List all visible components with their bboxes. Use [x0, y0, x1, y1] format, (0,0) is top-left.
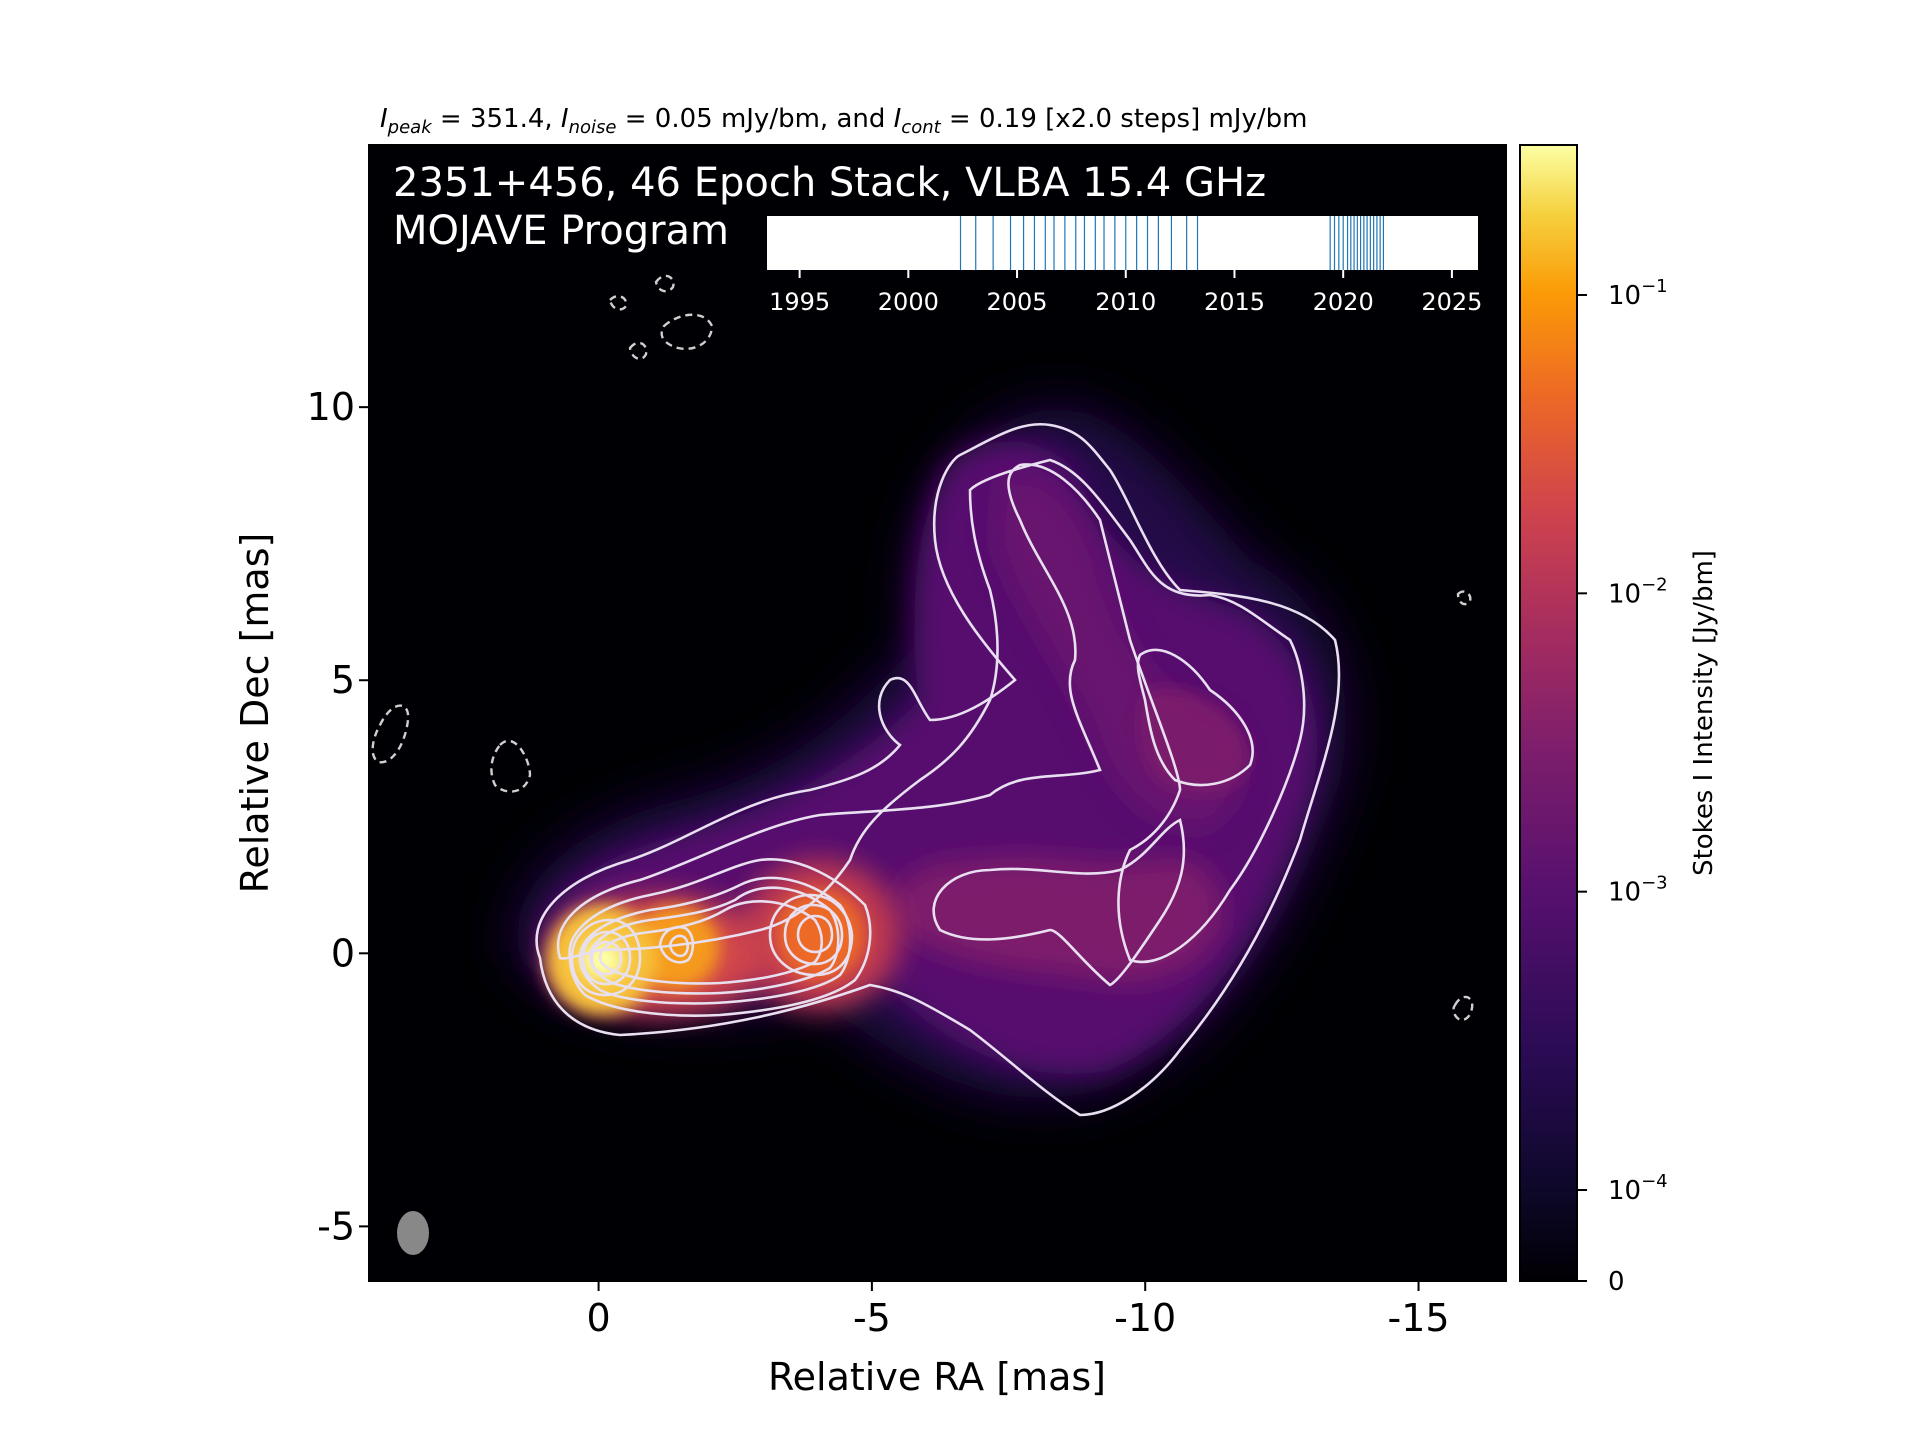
timeline-tick-label: 2025: [1421, 288, 1482, 316]
y-axis: -5 0 5 10: [307, 385, 369, 1248]
colorbar-tick-label: 10−1: [1608, 276, 1668, 311]
contour-level-5: [568, 858, 872, 1017]
neg-contour: [1452, 995, 1474, 1022]
contour-level-2: [556, 458, 1306, 964]
y-axis-label: Relative Dec [mas]: [233, 533, 277, 894]
contour-level-11: [796, 914, 834, 954]
contour-level-14: [570, 918, 642, 997]
neg-contour: [660, 313, 714, 351]
contour-level-6: [578, 876, 852, 1005]
contour-level-13: [668, 934, 690, 958]
y-tick-label: 5: [331, 658, 355, 702]
colorbar-label: Stokes I Intensity [Jy/bm]: [1689, 550, 1719, 876]
negative-contours: [371, 274, 1474, 1022]
y-tick-label: 10: [307, 385, 355, 429]
timeline-epochs: [959, 216, 1385, 270]
colorbar-gradient: [1519, 144, 1578, 1282]
plot-title: 2351+456, 46 Epoch Stack, VLBA 15.4 GHz: [393, 160, 1266, 206]
contour-level-15: [581, 930, 632, 986]
plot-frame: [368, 144, 1507, 1282]
contour-set: [535, 422, 1341, 1117]
contour-level-16: [590, 940, 623, 976]
colorbar: 10−1 10−2 10−3 10−4 0 Stokes I Intensity [Jy…: [1519, 144, 1719, 1297]
neg-contour: [654, 274, 675, 293]
timeline-axis: 1995 2000 2005 2010 2015 2020 2025: [769, 270, 1482, 316]
timeline-tick-label: 2010: [1095, 288, 1156, 316]
contour-level-9: [768, 893, 854, 977]
neg-contour: [1456, 590, 1472, 606]
noise-subscript: noise: [569, 117, 617, 138]
plot-header: Ipeak = 351.4, Inoise = 0.05 mJy/bm, and…: [380, 104, 1307, 138]
header-peak-text: = 351.4,: [432, 104, 561, 134]
contour-level-3: [932, 818, 1186, 987]
neg-contour: [371, 704, 410, 764]
x-tick-label: -10: [1114, 1296, 1176, 1340]
colorbar-tick-label: 10−2: [1608, 574, 1668, 609]
cont-subscript: cont: [901, 117, 941, 138]
colorbar-tick-label: 10−4: [1608, 1171, 1668, 1206]
timeline-tick-label: 2000: [878, 288, 939, 316]
y-tick-label: -5: [317, 1204, 355, 1248]
western-blob: [1141, 688, 1250, 794]
beam-ellipse: [397, 1211, 429, 1255]
colorbar-tick-label: 0: [1608, 1267, 1625, 1297]
contour-level-12: [658, 925, 695, 964]
timeline-tick-label: 2005: [987, 288, 1048, 316]
y-tick-label: 0: [331, 931, 355, 975]
header-cont-text: = 0.19 [x2.0 steps] mJy/bm: [941, 104, 1308, 134]
timeline-tick-label: 1995: [769, 288, 830, 316]
header-noise-text: = 0.05 mJy/bm, and: [616, 104, 893, 134]
x-axis: 0 -5 -10 -15: [586, 1281, 1450, 1340]
x-axis-label: Relative RA [mas]: [768, 1355, 1106, 1399]
timeline-tick-label: 2015: [1204, 288, 1265, 316]
timeline-tick-label: 2020: [1313, 288, 1374, 316]
x-tick-label: -15: [1387, 1296, 1449, 1340]
neg-contour: [490, 739, 532, 793]
peak-subscript: peak: [387, 117, 434, 138]
image-panel: 2351+456, 46 Epoch Stack, VLBA 15.4 GHz …: [368, 144, 1507, 1282]
x-tick-label: -5: [853, 1296, 891, 1340]
epoch-timeline: 1995 2000 2005 2010 2015 2020 2025: [767, 216, 1482, 316]
timeline-box: [767, 216, 1478, 270]
colorbar-tick-label: 10−3: [1608, 873, 1668, 908]
contour-level-7: [588, 886, 840, 995]
plot-subtitle: MOJAVE Program: [393, 208, 729, 254]
colorbar-ticks: 10−1 10−2 10−3 10−4 0: [1577, 276, 1668, 1297]
neg-contour: [628, 341, 648, 360]
contour-level-4: [1136, 648, 1254, 787]
contour-level-10: [783, 903, 844, 966]
contour-level-1: [535, 422, 1341, 1117]
neg-contour: [608, 295, 628, 311]
x-tick-label: 0: [586, 1296, 610, 1340]
